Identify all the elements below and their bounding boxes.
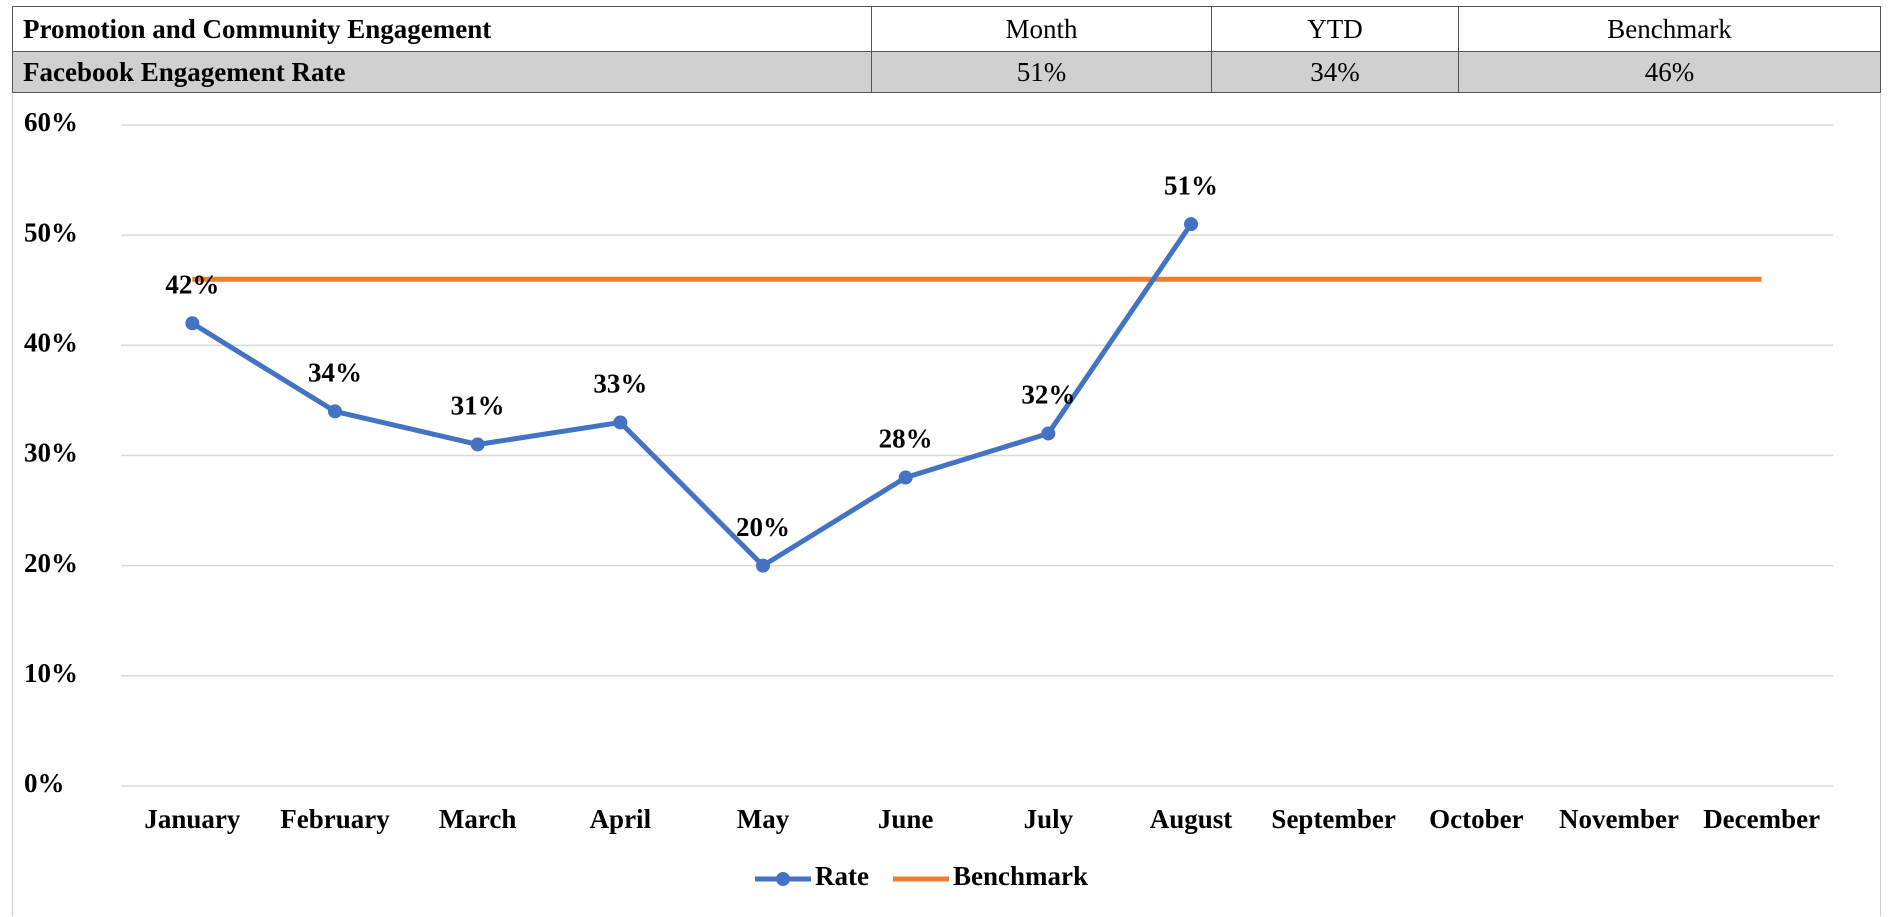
point <box>898 470 913 485</box>
y-tick-label: 0% <box>24 768 65 798</box>
data-label: 33% <box>593 369 647 399</box>
x-tick-label: May <box>737 804 790 834</box>
header-cell: Promotion and Community Engagement <box>12 6 872 52</box>
cell: 34% <box>1211 51 1459 93</box>
data-label: 20% <box>736 512 790 542</box>
y-tick-label: 60% <box>24 107 78 137</box>
x-tick-label: December <box>1703 804 1820 834</box>
x-tick-label: June <box>878 804 934 834</box>
data-label: 28% <box>879 424 933 454</box>
legend-label: Benchmark <box>953 861 1088 891</box>
y-tick-label: 30% <box>24 438 78 468</box>
header-cell: YTD <box>1211 6 1459 52</box>
data-label: 51% <box>1164 170 1218 200</box>
legend-label: Rate <box>815 861 869 891</box>
cell: 46% <box>1458 51 1881 93</box>
x-tick-label: August <box>1150 804 1233 834</box>
summary-table: Promotion and Community Engagement Month… <box>12 6 1881 93</box>
x-tick-label: January <box>144 804 241 834</box>
row-label: Facebook Engagement Rate <box>12 51 872 93</box>
y-tick-label: 10% <box>24 658 78 688</box>
x-tick-label: July <box>1024 804 1074 834</box>
legend-marker <box>776 872 790 886</box>
x-tick-label: October <box>1429 804 1523 834</box>
chart-area <box>12 94 1881 916</box>
cell: 51% <box>871 51 1212 93</box>
series-line <box>191 222 1194 569</box>
point <box>470 437 485 452</box>
point <box>185 316 200 331</box>
point <box>328 404 342 419</box>
x-tick-label: November <box>1559 804 1679 834</box>
data-label: 32% <box>1021 380 1075 410</box>
point <box>1184 217 1198 232</box>
point <box>756 558 770 573</box>
y-tick-label: 50% <box>24 217 78 247</box>
header-cell: Month <box>871 6 1212 52</box>
x-tick-label: March <box>439 804 516 834</box>
data-row: Facebook Engagement Rate 51% 34% 46% <box>12 51 1881 93</box>
data-label: 31% <box>451 391 505 421</box>
data-label: 34% <box>308 358 362 388</box>
point <box>613 415 628 430</box>
data-label: 42% <box>165 270 219 300</box>
y-tick-label: 20% <box>24 548 78 578</box>
x-tick-label: September <box>1271 804 1395 834</box>
point <box>1041 426 1056 441</box>
x-tick-label: February <box>280 804 390 834</box>
y-tick-label: 40% <box>24 328 78 358</box>
x-tick-label: April <box>590 804 652 834</box>
